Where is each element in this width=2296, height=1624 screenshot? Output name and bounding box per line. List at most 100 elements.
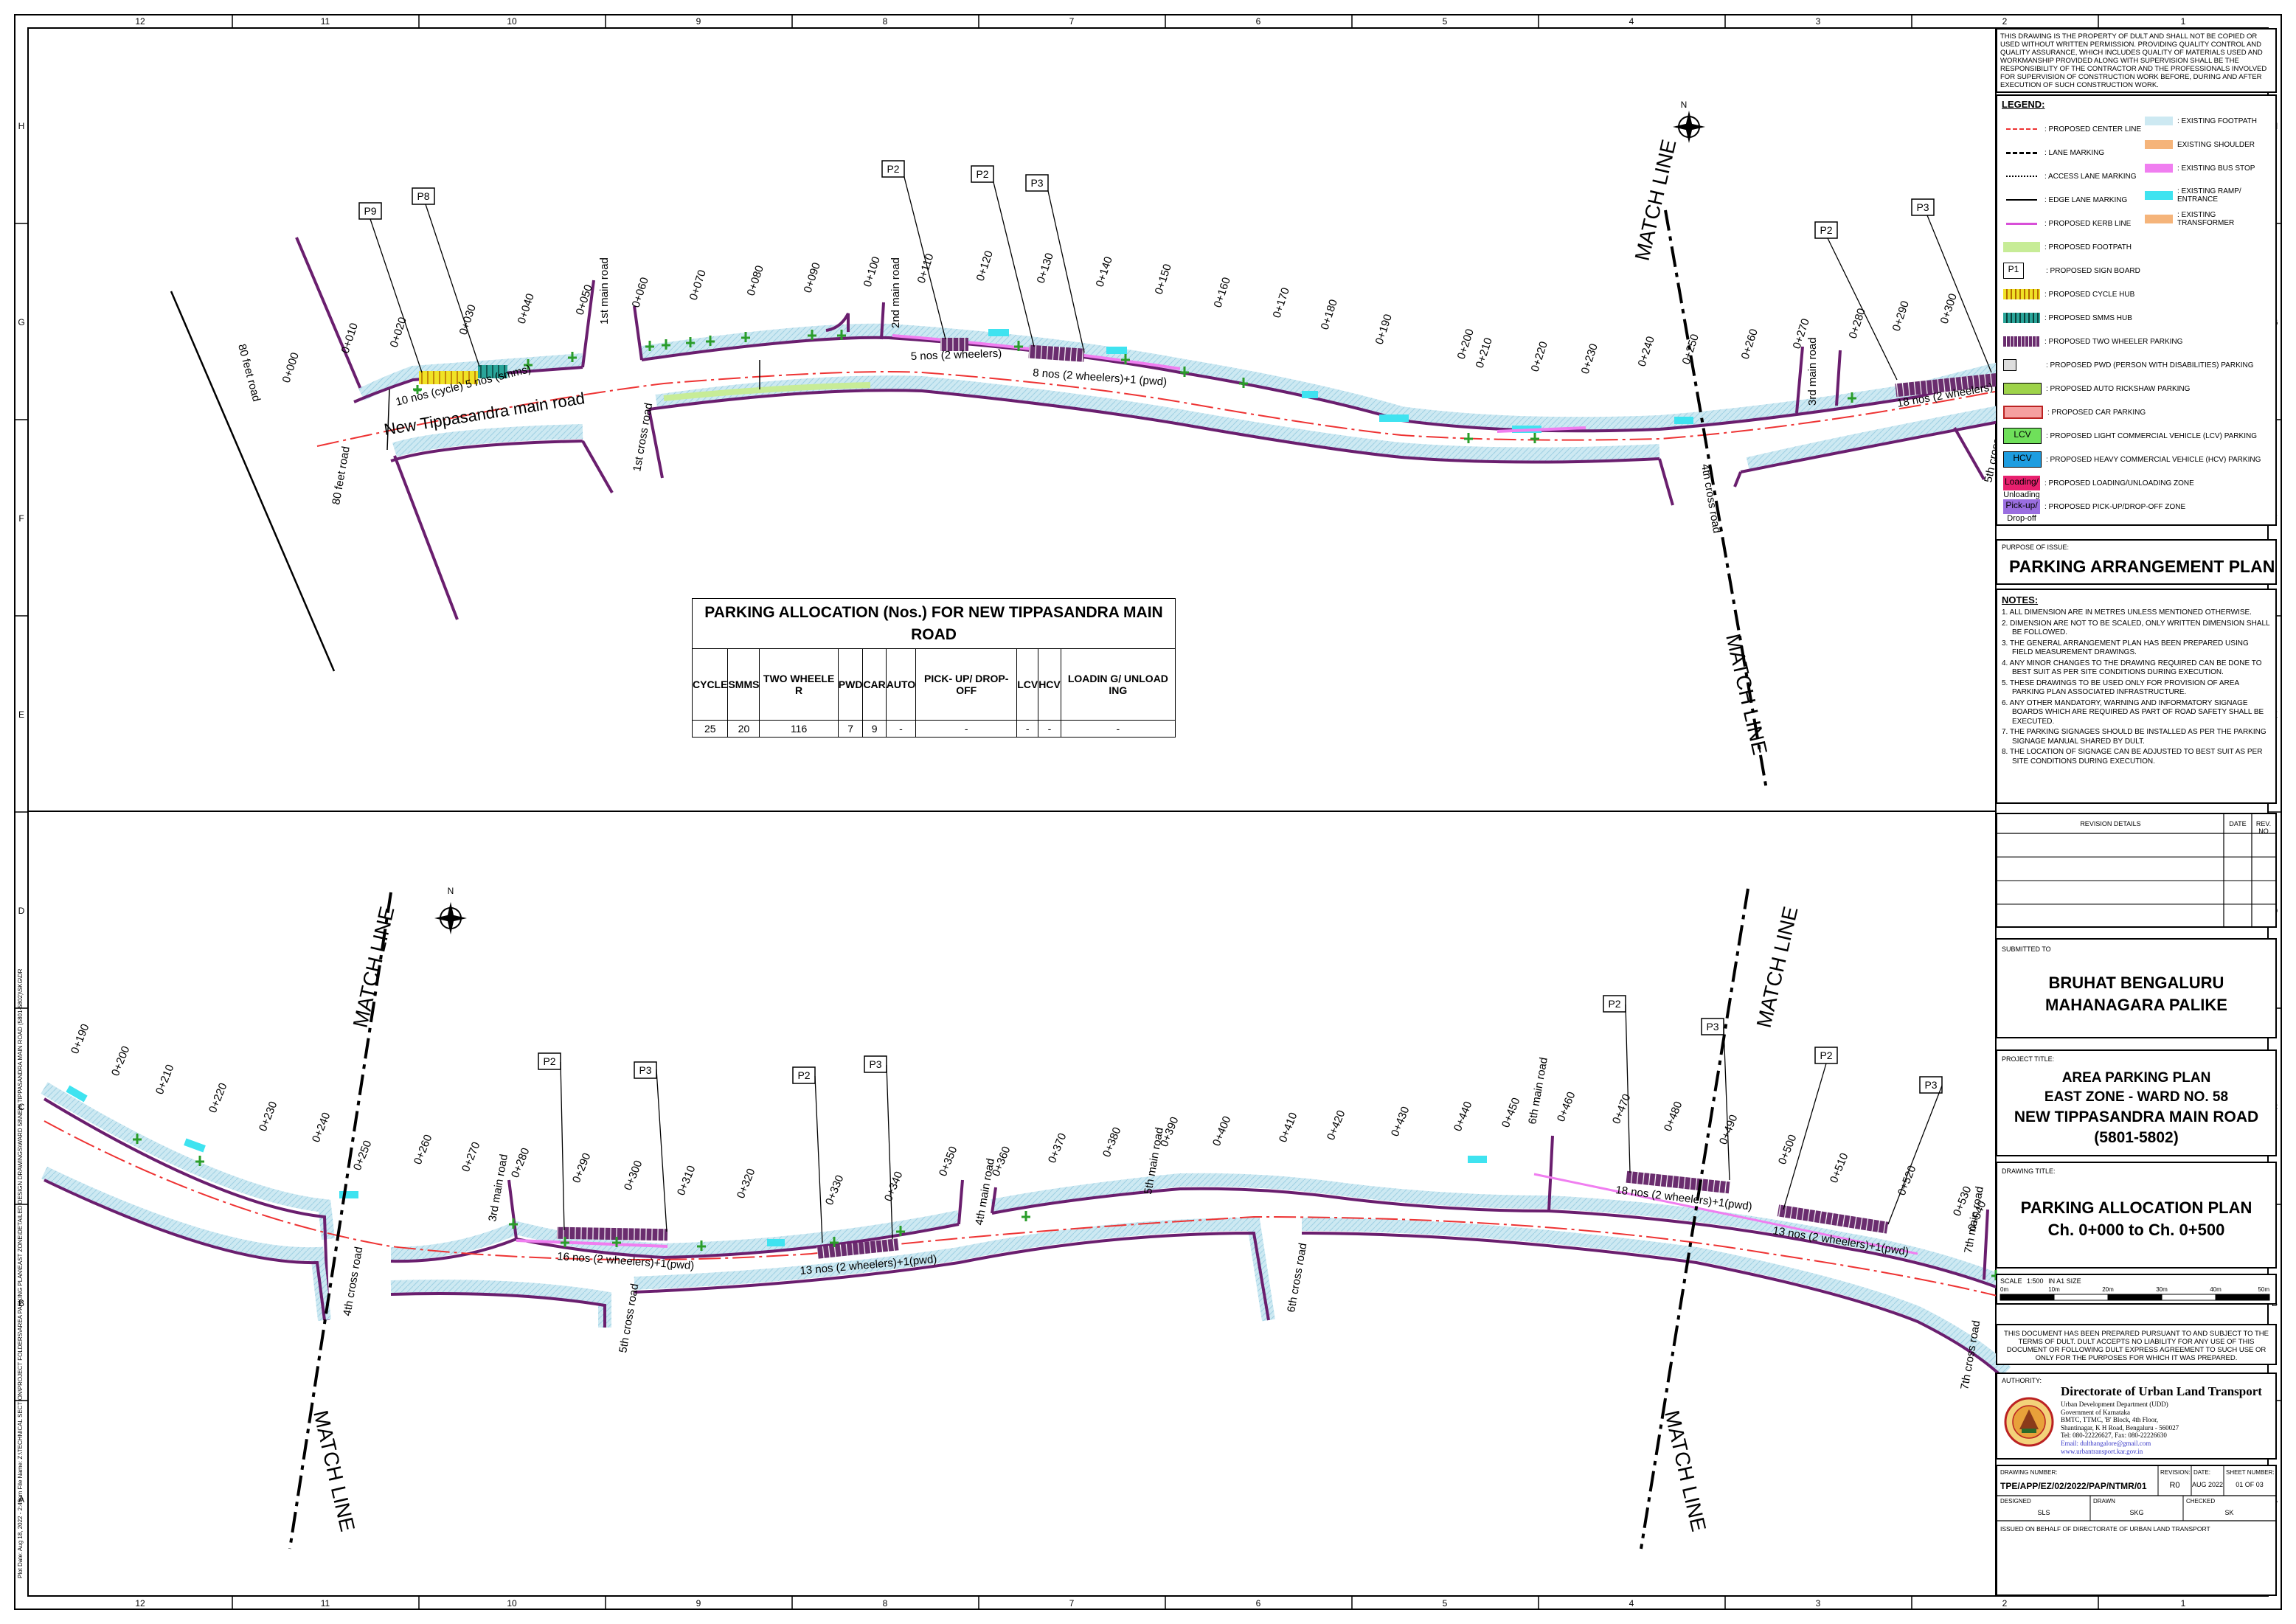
revision-grid [1997, 814, 2275, 926]
chainage-label: 0+280 [509, 1146, 533, 1179]
chainage-label: 0+140 [1094, 255, 1115, 288]
note-item: 3. THE GENERAL ARRANGEMENT PLAN HAS BEEN… [2002, 639, 2249, 657]
legend-item: : PROPOSED CAR PARKING [2003, 403, 2272, 422]
meta-grid [1997, 1466, 2275, 1521]
street-label: 4th cross road [341, 1246, 365, 1317]
alloc-header: TWO WHEELE R [759, 648, 839, 721]
alloc-value: - [885, 720, 917, 738]
disclaimer-top-text: THIS DRAWING IS THE PROPERTY OF DULT AND… [2000, 32, 2267, 89]
legend-item: : EXISTING FOOTPATH [2145, 117, 2274, 125]
chainage-label: 0+190 [1373, 313, 1395, 346]
project-line2: EAST ZONE - WARD NO. 58 [2044, 1089, 2229, 1105]
chainage-label: 0+510 [1828, 1151, 1851, 1184]
drawing-number-label: DRAWING NUMBER: [2000, 1469, 2058, 1476]
legend-label: : EXISTING RAMP/ ENTRANCE [2177, 187, 2241, 204]
designed-label: DESIGNED [2000, 1498, 2031, 1505]
smms-hub-icon [2003, 313, 2040, 323]
chainage-label: 0+310 [675, 1164, 698, 1197]
street-label: 5th cross road [617, 1283, 641, 1354]
legend-label: EXISTING SHOULDER [2177, 140, 2255, 149]
chainage-label: 0+370 [1046, 1131, 1069, 1165]
authority-address-line: Tel: 080-22226627, Fax: 080-22226630 [2061, 1432, 2167, 1439]
date-label: DATE: [2193, 1469, 2210, 1476]
chainage-label: 0+170 [1271, 286, 1292, 319]
sign-board-label: P2 [797, 1069, 810, 1081]
chainage-label: 0+090 [802, 261, 823, 294]
bottom-map [41, 888, 2011, 1550]
project-line3: NEW TIPPASANDRA MAIN ROAD [2014, 1108, 2259, 1125]
chainage-label: 0+210 [153, 1063, 177, 1096]
alloc-value: - [1038, 720, 1061, 738]
hcv-icon: HCV [2003, 451, 2042, 468]
top-map [170, 111, 2001, 790]
legend-label: : PROPOSED LOADING/UNLOADING ZONE [2044, 479, 2194, 487]
legend-symbol-text: HCV [2013, 453, 2032, 463]
chainage-label: 0+300 [1938, 292, 1960, 325]
alloc-value: 25 [691, 720, 729, 738]
grid-column-label: 5 [1443, 16, 1448, 27]
chainage-label: 0+350 [937, 1145, 960, 1178]
street-label: 6th main road [1526, 1056, 1550, 1125]
grid-column-label: 5 [1443, 1598, 1448, 1609]
drawing-title-panel: DRAWING TITLE: PARKING ALLOCATION PLAN C… [1996, 1162, 2277, 1269]
chainage-label: 0+190 [69, 1022, 92, 1055]
chainage-label: 0+500 [1776, 1133, 1800, 1166]
grid-column-label: 10 [507, 1598, 517, 1609]
sign-board-label: P8 [417, 190, 429, 202]
legend-item: : LANE MARKING [2003, 143, 2272, 162]
auto-icon [2003, 383, 2042, 395]
legend-label: : PROPOSED CYCLE HUB [2044, 290, 2135, 299]
revision-date-label: DATE [2229, 820, 2247, 827]
legend-item: : PROPOSED KERB LINE [2003, 214, 2272, 233]
legend-item: : EDGE LANE MARKING [2003, 190, 2272, 209]
drawn-label: DRAWN [2093, 1498, 2115, 1505]
kerb-line-icon [2003, 218, 2040, 229]
scale-tick-label: 0m [2000, 1286, 2008, 1293]
loading-icon: Loading/Unloading [2003, 476, 2040, 499]
note-item: 4. ANY MINOR CHANGES TO THE DRAWING REQU… [2002, 659, 2262, 677]
notes-list: 1. ALL DIMENSION ARE IN METRES UNLESS ME… [2002, 608, 2271, 766]
chainage-label: 0+100 [861, 255, 883, 288]
revision-label: REVISION: [2160, 1469, 2191, 1476]
chainage-label: 0+130 [1035, 251, 1056, 285]
project-line1: AREA PARKING PLAN [2061, 1070, 2211, 1086]
chainage-label: 0+410 [1277, 1111, 1300, 1144]
authority-address-line: Shantinagar, K H Road, Bengaluru - 56002… [2061, 1423, 2179, 1432]
scale-tick-label: 10m [2048, 1286, 2060, 1293]
match-line-label: MATCH LINE [1660, 1408, 1710, 1533]
grid-column-label: 2 [2002, 1598, 2008, 1609]
disclaimer-bottom: THIS DOCUMENT HAS BEEN PREPARED PURSUANT… [1996, 1324, 2277, 1365]
chainage-label: 0+250 [1680, 333, 1702, 366]
pickup-icon: Pick-up/Drop-off [2003, 499, 2040, 523]
legend-item: Pick-up/Drop-off: PROPOSED PICK-UP/DROP-… [2003, 497, 2272, 523]
chainage-label: 0+270 [459, 1140, 483, 1173]
chainage-label: 0+320 [735, 1167, 758, 1200]
chainage-label: 0+210 [1474, 336, 1495, 369]
legend-title: LEGEND: [2002, 99, 2045, 110]
grid-row-label: G [18, 317, 24, 327]
chainage-label: 0+220 [1529, 340, 1550, 373]
project-label: PROJECT TITLE: [2002, 1055, 2055, 1063]
legend-symbol-text: LCV [2014, 429, 2031, 440]
grid-column-label: 12 [135, 1598, 145, 1609]
sign-board-label: P2 [543, 1055, 555, 1067]
authority-address-line: Urban Development Department (UDD) [2061, 1401, 2168, 1408]
legend-label: : EDGE LANE MARKING [2044, 195, 2128, 204]
note-item: 7. THE PARKING SIGNAGES SHOULD BE INSTAL… [2002, 728, 2266, 746]
chainage-label: 0+400 [1210, 1114, 1234, 1148]
sign-board-label: P3 [869, 1058, 881, 1070]
chainage-label: 0+260 [412, 1133, 435, 1166]
project-panel: PROJECT TITLE: AREA PARKING PLAN EAST ZO… [1996, 1049, 2277, 1156]
sign-board-label: P3 [1706, 1021, 1718, 1033]
legend-label: : PROPOSED KERB LINE [2044, 219, 2132, 228]
revision-value: R0 [2169, 1481, 2180, 1490]
grid-row-label: H [18, 121, 25, 131]
chainage-label: 0+000 [280, 351, 302, 384]
chainage-label: 0+200 [109, 1044, 133, 1078]
grid-column-label: 11 [321, 16, 330, 27]
street-label: 2nd main road [889, 257, 902, 328]
car-icon [2003, 406, 2043, 419]
alloc-value: 7 [837, 720, 864, 738]
authority-website: www.urbantransport.kar.gov.in [2061, 1448, 2143, 1455]
